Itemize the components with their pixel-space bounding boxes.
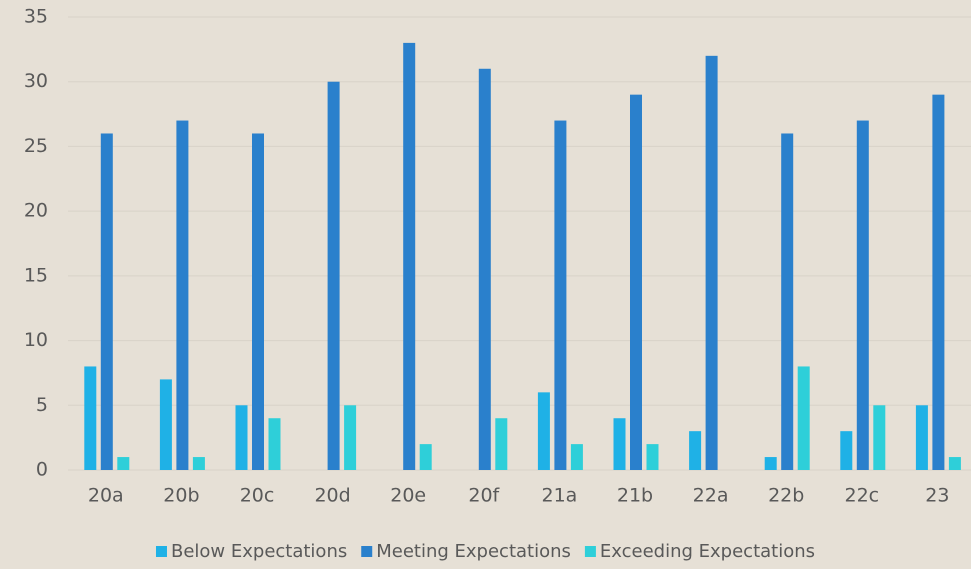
x-tick-label: 21a	[541, 485, 577, 507]
y-tick-label: 25	[24, 135, 48, 157]
bar	[235, 405, 248, 470]
x-tick-label: 20a	[88, 485, 124, 507]
y-tick-label: 5	[36, 394, 48, 416]
bar	[252, 133, 264, 470]
bar	[932, 94, 945, 471]
x-tick-label: 20c	[240, 485, 275, 507]
y-tick-label: 35	[24, 6, 48, 28]
legend-label: Meeting Expectations	[376, 541, 571, 562]
bar	[84, 366, 97, 470]
y-tick-label: 10	[24, 329, 48, 351]
bar	[554, 120, 567, 471]
bar	[689, 431, 702, 470]
bar	[159, 379, 172, 470]
bar	[705, 55, 718, 470]
y-tick-label: 20	[24, 200, 48, 222]
bar	[570, 444, 583, 470]
bar	[630, 94, 642, 471]
x-tick-label: 22a	[693, 485, 729, 507]
x-tick-label: 20d	[314, 485, 350, 507]
bar	[856, 120, 869, 471]
bar	[327, 81, 340, 470]
bar	[613, 418, 626, 470]
x-tick-label: 20b	[163, 485, 199, 507]
x-tick-label: 20e	[390, 485, 426, 507]
y-tick-label: 0	[36, 459, 48, 481]
x-tick-label: 20f	[468, 485, 500, 507]
bar	[781, 133, 794, 470]
y-tick-label: 15	[24, 264, 48, 286]
legend-swatch	[155, 546, 167, 557]
x-tick-label: 23	[925, 485, 949, 507]
bar	[764, 457, 777, 470]
x-tick-label: 22b	[768, 485, 804, 507]
legend: Below Expectations Meeting Expectations Ex…	[155, 541, 815, 562]
bar	[646, 444, 659, 470]
x-tick-label: 22c	[844, 485, 879, 507]
bar	[797, 366, 810, 470]
x-tick-label: 21b	[617, 485, 653, 507]
bar	[915, 405, 928, 470]
bar	[403, 42, 416, 471]
bar	[100, 133, 113, 470]
bar	[192, 457, 205, 470]
bar	[344, 405, 357, 470]
bar	[478, 68, 491, 471]
bar	[948, 457, 961, 470]
bar	[495, 418, 508, 470]
legend-swatch	[584, 546, 596, 557]
legend-swatch	[361, 546, 373, 557]
bar	[419, 444, 432, 470]
bar	[840, 431, 853, 470]
bar	[873, 405, 886, 470]
legend-label: Below Expectations	[171, 541, 347, 562]
bar	[537, 392, 550, 470]
bar	[176, 120, 189, 471]
bar	[268, 418, 281, 470]
legend-label: Exceeding Expectations	[600, 541, 815, 562]
bar	[117, 457, 130, 470]
y-tick-label: 30	[24, 70, 48, 92]
